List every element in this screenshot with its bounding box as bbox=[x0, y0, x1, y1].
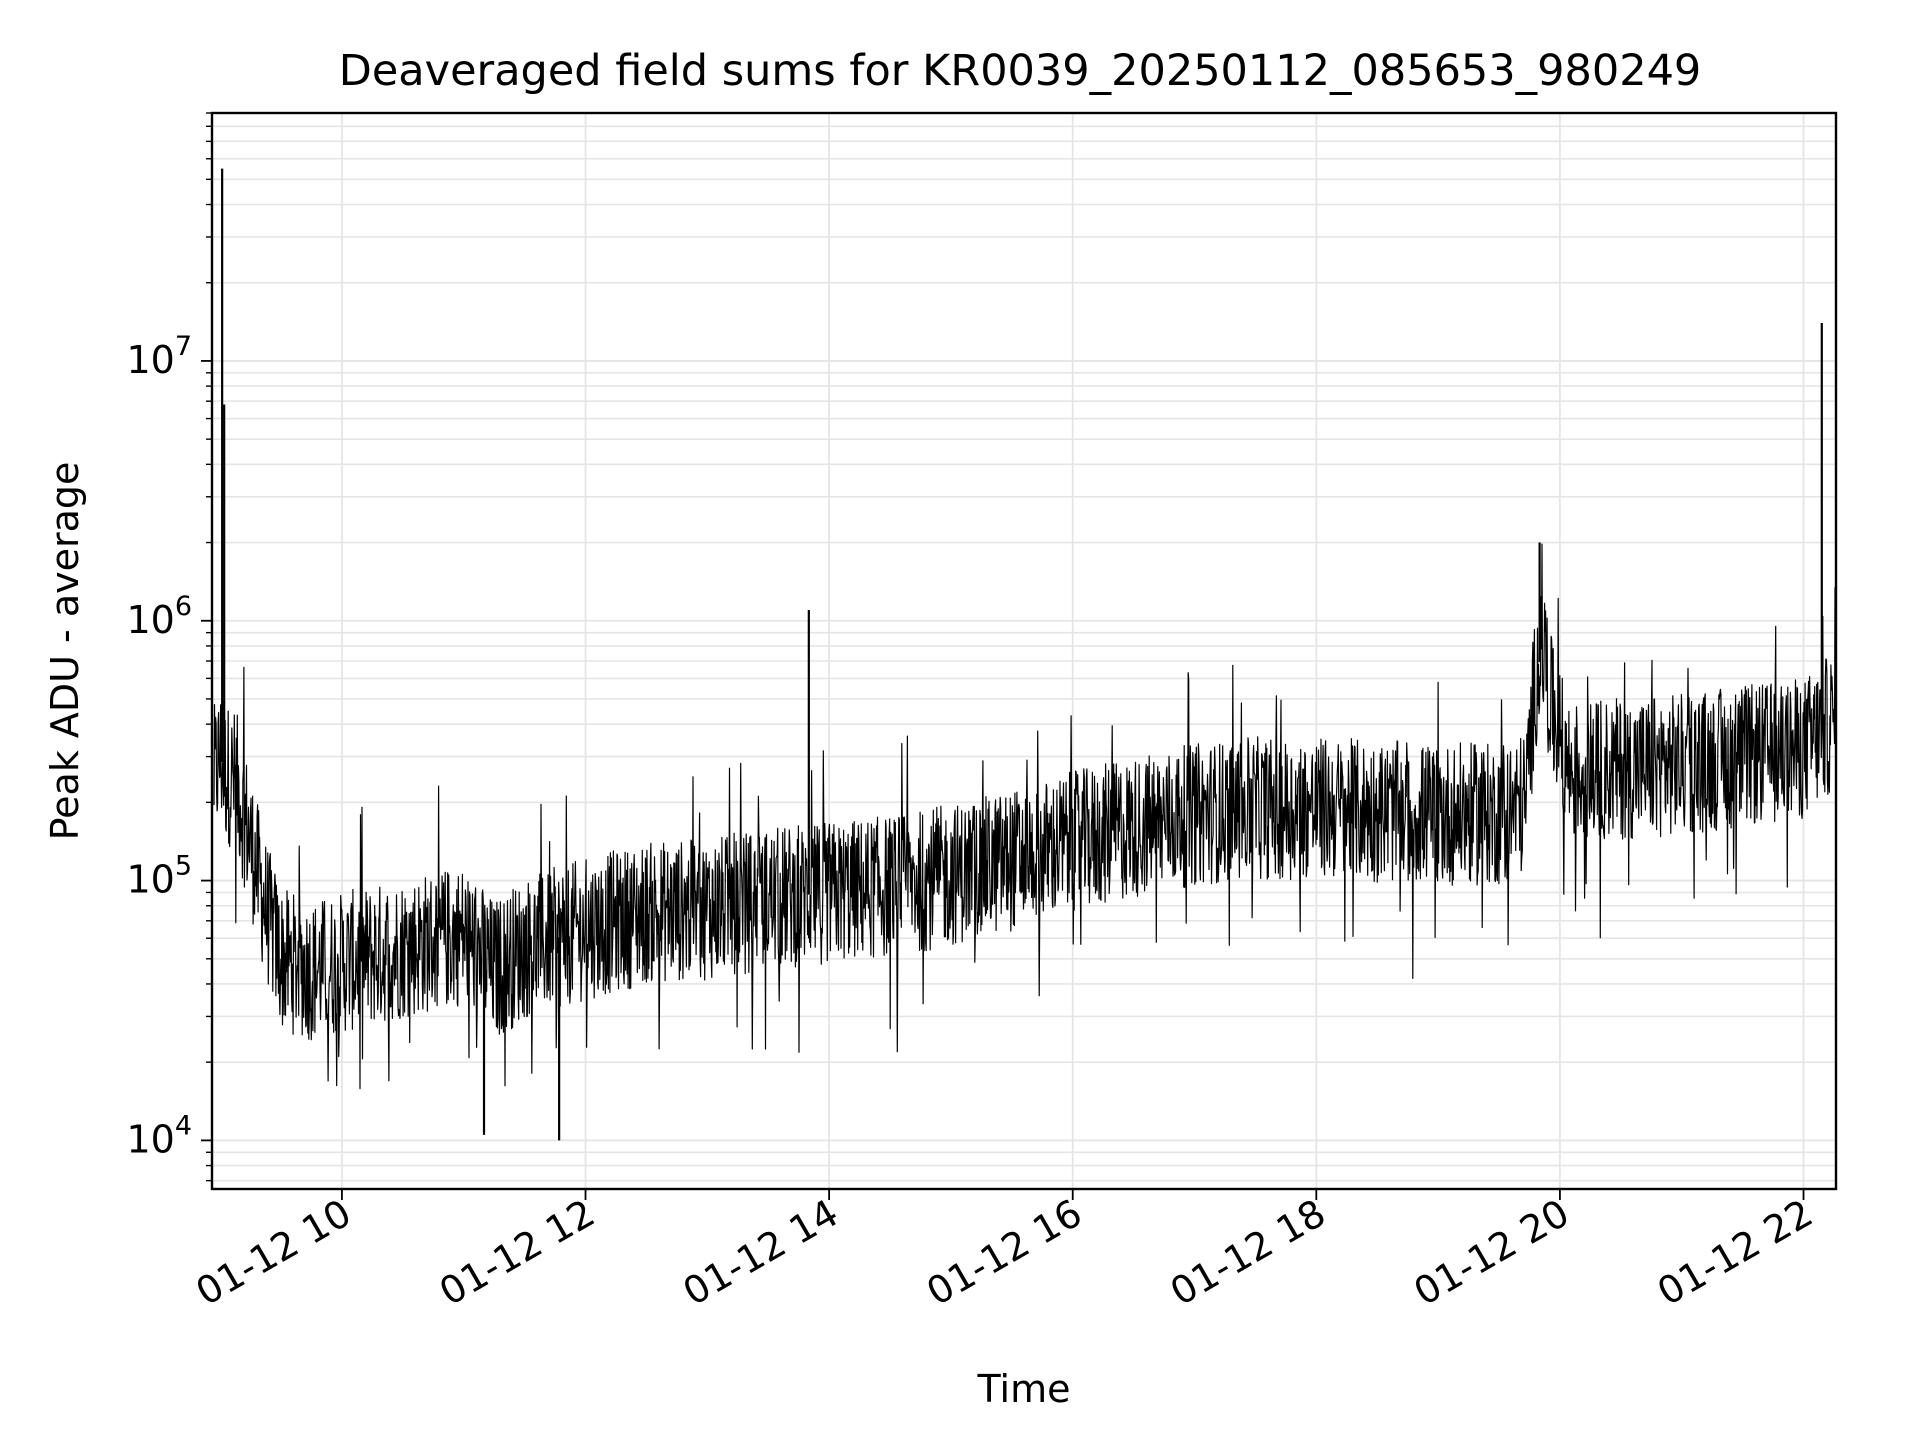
y-axis: 104 105 106 107 bbox=[126, 112, 212, 1182]
y-tick-label: 107 bbox=[126, 331, 192, 382]
plot-frame bbox=[210, 111, 1838, 1191]
series-line bbox=[213, 543, 1837, 1090]
x-axis-label: Time bbox=[977, 1367, 1071, 1411]
y-tick-label: 104 bbox=[126, 1110, 192, 1161]
y-tick-label: 106 bbox=[126, 591, 192, 642]
chart-title: Deaveraged field sums for KR0039_2025011… bbox=[339, 46, 1702, 96]
series-layer bbox=[213, 168, 1837, 1141]
y-axis-label: Peak ADU - average bbox=[43, 462, 87, 841]
y-tick-label: 105 bbox=[126, 851, 192, 902]
